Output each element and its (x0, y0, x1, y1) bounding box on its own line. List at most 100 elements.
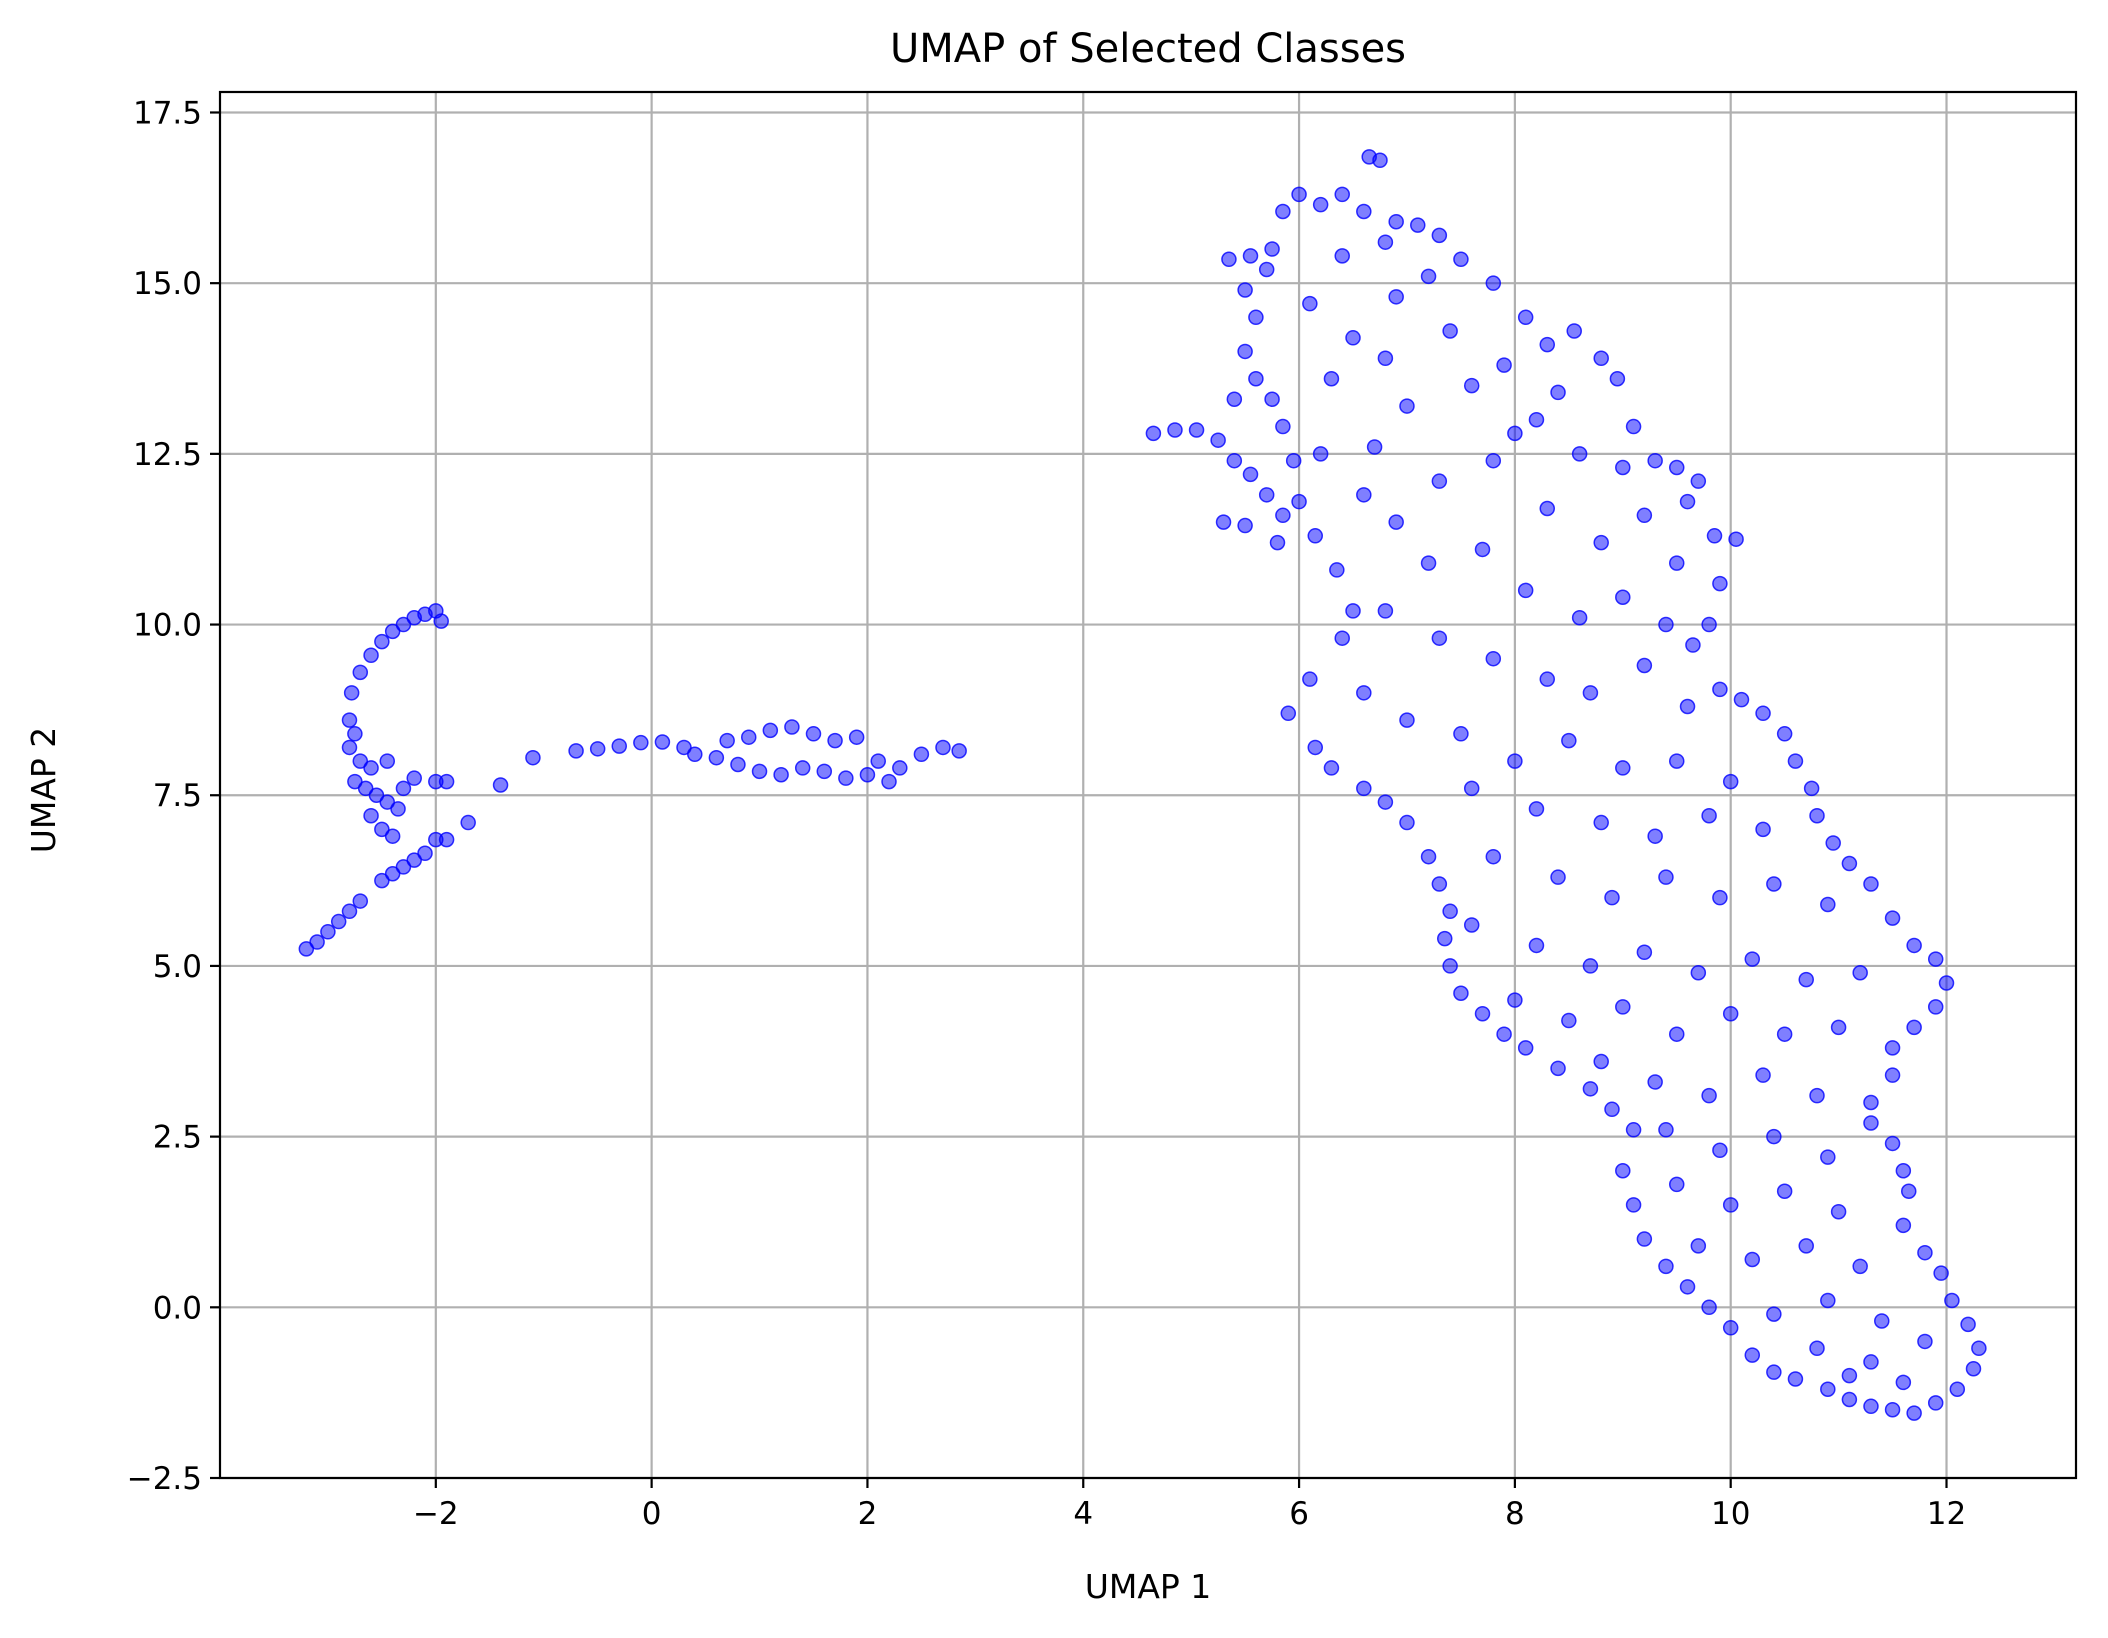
scatter-point (1685, 637, 1701, 653)
scatter-point (1539, 671, 1556, 687)
scatter-point (352, 664, 369, 681)
scatter-point (951, 743, 967, 759)
scatter-point (395, 859, 412, 875)
scatter-point (1927, 951, 1944, 967)
scatter-point (1803, 780, 1820, 797)
scatter-point (1302, 295, 1318, 312)
scatter-point (1561, 1012, 1577, 1029)
y-tick-label: 10.0 (133, 608, 202, 644)
scatter-point (1679, 493, 1696, 510)
scatter-point (341, 903, 358, 920)
scatter-point (1507, 425, 1523, 442)
scatter-point (1582, 1081, 1599, 1097)
scatter-point (1329, 562, 1345, 578)
scatter-point (881, 773, 897, 790)
scatter-point (1356, 780, 1372, 797)
scatter-point (1679, 1279, 1696, 1295)
scatter-point (1712, 681, 1728, 698)
scatter-point (1307, 528, 1324, 544)
scatter-point (1615, 999, 1631, 1015)
scatter-point (1312, 196, 1329, 213)
scatter-point (1485, 848, 1502, 865)
scatter-point (433, 613, 449, 629)
scatter-point (1550, 1060, 1566, 1077)
scatter-point (1820, 1149, 1836, 1165)
scatter-point (1722, 1320, 1739, 1336)
scatter-point (1755, 1067, 1771, 1083)
scatter-point (1582, 685, 1599, 701)
scatter-point (1431, 876, 1448, 892)
scatter-point (1917, 1244, 1933, 1261)
scatter-point (1615, 760, 1631, 776)
scatter-point (1625, 1197, 1642, 1213)
y-axis-ticks: −2.5 0.0 2.5 5.0 7.5 10.0 12.5 15.0 17.5 (127, 95, 220, 1497)
scatter-point (1399, 814, 1415, 831)
scatter-point (1431, 473, 1448, 489)
scatter-point (374, 872, 390, 889)
scatter-point (1431, 630, 1448, 646)
scatter-point (1647, 452, 1663, 469)
x-tick-label: 4 (1073, 1496, 1093, 1532)
scatter-point (773, 767, 789, 783)
x-tick-label: 12 (1927, 1496, 1966, 1532)
scatter-point (1625, 1122, 1642, 1138)
scatter-point (1647, 828, 1663, 844)
scatter-point (1377, 603, 1394, 619)
scatter-point (374, 633, 390, 650)
scatter-point (1766, 1364, 1782, 1380)
scatter-point (363, 760, 379, 776)
scatter-point (1863, 876, 1879, 892)
scatter-point (1377, 350, 1394, 367)
scatter-point (390, 801, 406, 817)
scatter-point (1658, 1122, 1674, 1138)
scatter-point (1388, 213, 1404, 230)
data-points (298, 149, 1987, 1421)
scatter-point (1820, 1292, 1836, 1309)
scatter-point (1625, 418, 1642, 435)
scatter-point (1744, 1347, 1761, 1363)
scatter-point (1474, 541, 1491, 558)
scatter-point (1463, 917, 1480, 933)
scatter-point (1965, 1361, 1982, 1377)
x-tick-label: 10 (1711, 1496, 1750, 1532)
scatter-point (1636, 657, 1653, 674)
scatter-point (1221, 251, 1237, 268)
x-tick-label: −2 (413, 1496, 459, 1532)
scatter-point (1895, 1374, 1912, 1391)
scatter-point (1507, 992, 1523, 1008)
scatter-point (1820, 896, 1836, 913)
scatter-point (1507, 753, 1523, 769)
scatter-point (1264, 391, 1280, 407)
scatter-point (525, 749, 541, 766)
scatter-point (1528, 411, 1545, 428)
scatter-point (1264, 241, 1280, 257)
scatter-point (1453, 726, 1469, 742)
scatter-point (1453, 251, 1469, 268)
scatter-point (1706, 528, 1723, 544)
x-axis-label: UMAP 1 (1085, 1567, 1212, 1606)
scatter-point (1561, 732, 1577, 749)
scatter-point (1798, 971, 1814, 988)
scatter-point (1431, 227, 1448, 244)
scatter-point (379, 794, 396, 810)
scatter-point (1307, 739, 1324, 756)
scatter-point (1917, 1333, 1933, 1350)
scatter-point (379, 753, 396, 769)
scatter-point (1701, 807, 1717, 824)
grid-lines (220, 92, 2076, 1480)
scatter-point (1242, 466, 1259, 483)
scatter-point (1733, 691, 1750, 708)
scatter-point (1884, 1135, 1901, 1152)
scatter-point (1933, 1265, 1949, 1281)
scatter-point (740, 729, 757, 745)
scatter-point (1884, 1040, 1901, 1056)
scatter-point (1485, 452, 1502, 469)
scatter-point (1496, 357, 1512, 373)
scatter-point (1668, 1176, 1685, 1193)
scatter-point (492, 777, 509, 793)
scatter-point (1226, 391, 1243, 407)
scatter-point (1884, 1067, 1901, 1083)
scatter-point (568, 743, 584, 759)
scatter-point (395, 616, 412, 633)
